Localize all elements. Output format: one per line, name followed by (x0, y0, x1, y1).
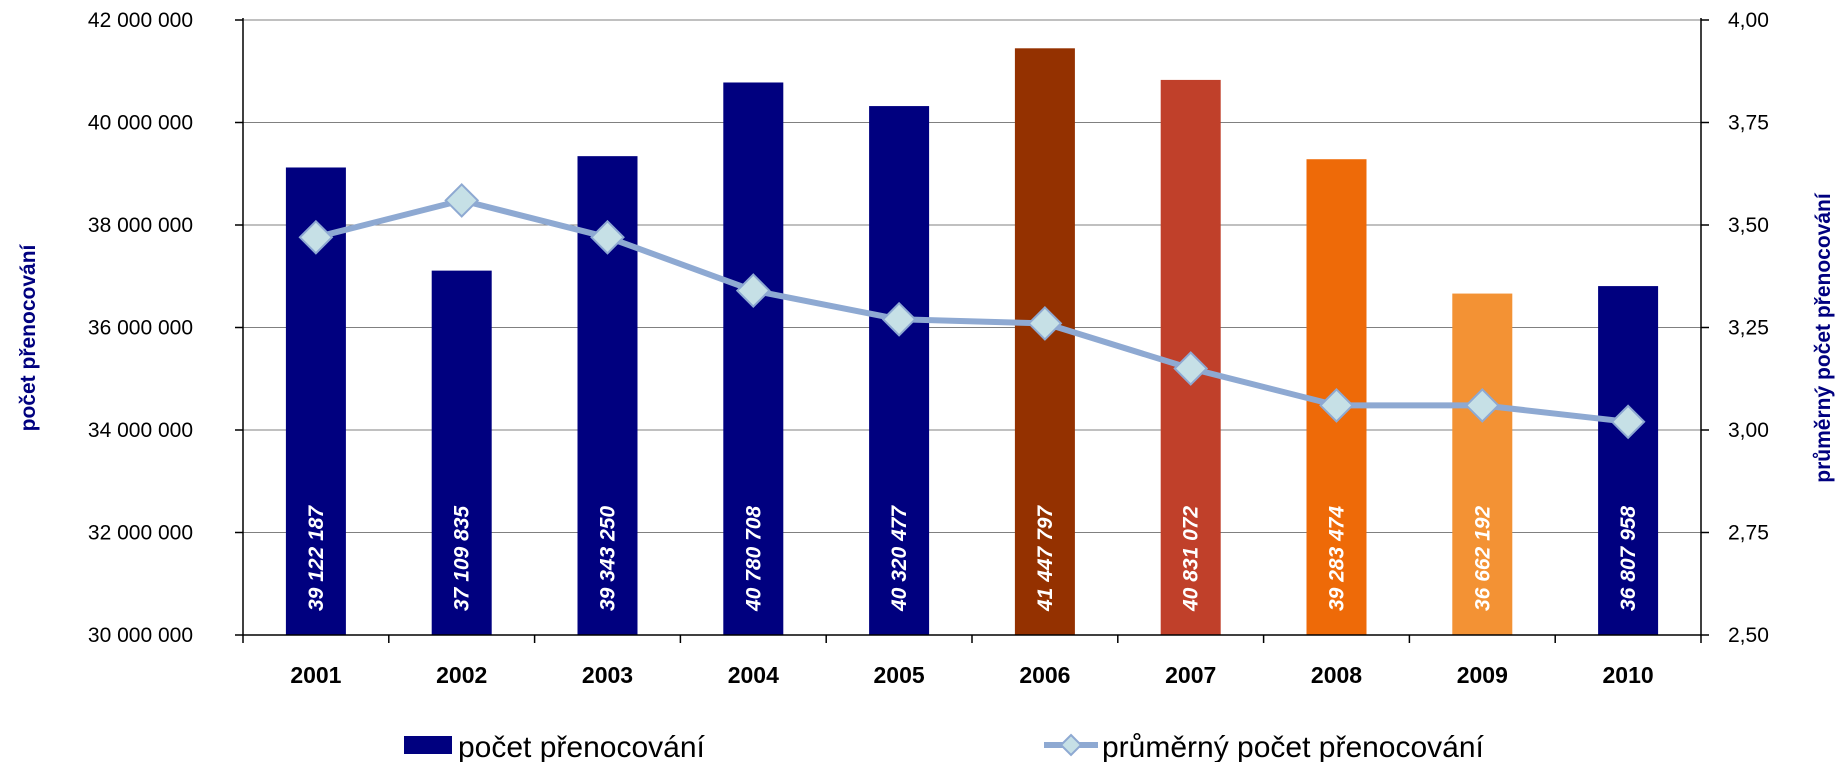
x-tick-label-2007: 2007 (1165, 662, 1216, 688)
legend-bar-swatch (404, 736, 452, 754)
y-tick-label-5: 40 000 000 (88, 112, 193, 135)
average-line-series (298, 182, 1646, 440)
bar-value-label-2008: 39 283 474 (1326, 506, 1349, 611)
bar-value-label-2002: 37 109 835 (451, 506, 474, 611)
average-marker-2007 (1173, 351, 1209, 386)
bar-value-label-2007: 40 831 072 (1180, 506, 1203, 612)
bar-2006 (1014, 48, 1075, 635)
bar-2004 (723, 82, 784, 636)
average-marker-2005 (881, 301, 917, 337)
x-tick-label-2010: 2010 (1603, 662, 1654, 688)
average-marker-2006 (1027, 305, 1063, 341)
y-tick-label-3: 36 000 000 (88, 317, 193, 340)
y2-tick-label-3: 3,25 (1728, 317, 1769, 340)
bar-2002 (431, 270, 492, 635)
y2-tick-label-1: 2,75 (1728, 522, 1769, 545)
y2-tick-label-5: 3,75 (1728, 112, 1769, 135)
bar-value-label-2003: 39 343 250 (597, 506, 620, 611)
bars (285, 48, 1659, 636)
bar-value-label-2001: 39 122 187 (305, 505, 328, 611)
bar-value-label-2010: 36 807 958 (1617, 506, 1640, 611)
y2-tick-label-2: 3,00 (1728, 419, 1769, 442)
y-tick-label-2: 34 000 000 (88, 419, 193, 442)
average-marker-2004 (735, 273, 771, 309)
bar-value-label-2005: 40 320 477 (888, 505, 911, 612)
average-marker-2002 (444, 182, 480, 218)
bar-value-label-2009: 36 662 192 (1471, 506, 1494, 611)
bar-value-labels: 39 122 187 37 109 835 39 343 250 40 780 708… (305, 505, 1640, 612)
average-line (315, 197, 1629, 425)
tick-labels: 30 000 000 32 000 000 34 000 000 36 000 000… (88, 9, 1769, 688)
bar-2005 (869, 106, 930, 635)
x-tick-label-2006: 2006 (1019, 662, 1070, 688)
legend: počet přenocování průměrný počet přenoco… (404, 731, 1485, 762)
y-tick-label-4: 38 000 000 (88, 214, 193, 237)
y-tick-label-0: 30 000 000 (88, 624, 193, 647)
legend-bar-label: počet přenocování (458, 731, 706, 762)
y-axis-title: počet přenocování (17, 243, 40, 431)
average-marker-2003 (590, 219, 625, 255)
average-marker-2001 (298, 219, 334, 255)
bar-value-label-2004: 40 780 708 (742, 506, 765, 612)
bar-2010 (1598, 286, 1659, 635)
y2-tick-label-6: 4,00 (1728, 9, 1769, 32)
y2-axis-title: průměrný počet přenocování (1812, 192, 1835, 483)
legend-line-marker (1059, 733, 1083, 757)
axes (235, 18, 1709, 643)
legend-line-label: průměrný počet přenocování (1102, 731, 1485, 762)
x-tick-label-2004: 2004 (728, 662, 779, 688)
average-marker-2010 (1610, 404, 1646, 440)
y2-tick-label-4: 3,50 (1728, 214, 1769, 237)
x-tick-label-2009: 2009 (1457, 662, 1508, 688)
average-marker-2008 (1319, 387, 1354, 423)
x-tick-label-2003: 2003 (582, 662, 633, 688)
x-tick-label-2001: 2001 (290, 662, 341, 688)
x-tick-label-2008: 2008 (1311, 662, 1362, 688)
x-tick-label-2005: 2005 (874, 662, 925, 688)
bar-2009 (1452, 293, 1513, 635)
average-marker-2009 (1464, 387, 1500, 423)
x-tick-label-2002: 2002 (436, 662, 487, 688)
bar-value-label-2006: 41 447 797 (1034, 505, 1057, 612)
y-tick-label-6: 42 000 000 (88, 9, 193, 32)
y2-tick-label-0: 2,50 (1728, 624, 1769, 647)
y-tick-label-1: 32 000 000 (88, 522, 193, 545)
